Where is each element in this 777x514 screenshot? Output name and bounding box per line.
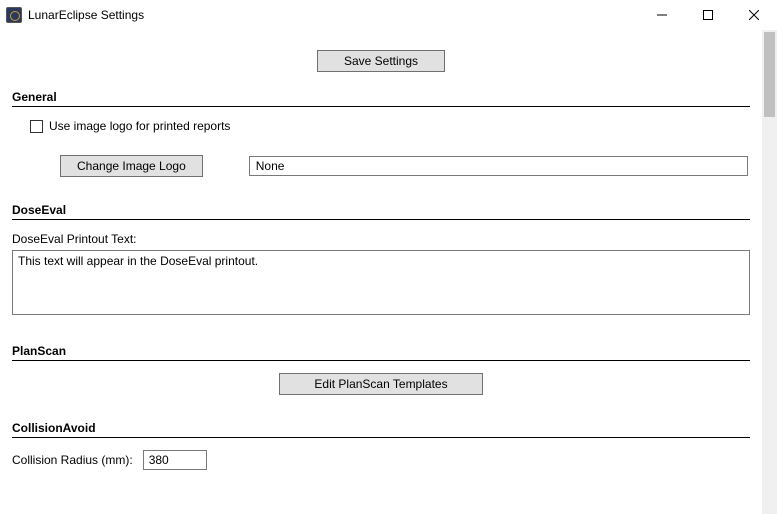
logo-row: Change Image Logo None (60, 155, 750, 177)
section-title-doseeval: DoseEval (12, 203, 750, 220)
use-logo-checkbox[interactable] (30, 120, 43, 133)
vertical-scrollbar[interactable] (762, 30, 777, 514)
edit-planscan-button[interactable]: Edit PlanScan Templates (279, 373, 482, 395)
section-title-collisionavoid: CollisionAvoid (12, 421, 750, 438)
section-planscan: PlanScan Edit PlanScan Templates (12, 344, 750, 395)
minimize-button[interactable] (639, 0, 685, 30)
window-title: LunarEclipse Settings (28, 8, 144, 22)
collision-radius-label: Collision Radius (mm): (12, 453, 133, 467)
section-title-general: General (12, 90, 750, 107)
section-title-planscan: PlanScan (12, 344, 750, 361)
printout-textarea[interactable]: This text will appear in the DoseEval pr… (12, 250, 750, 315)
use-logo-row: Use image logo for printed reports (30, 119, 750, 133)
logo-path-field: None (249, 156, 748, 176)
save-settings-button[interactable]: Save Settings (317, 50, 445, 72)
scrollbar-thumb[interactable] (764, 32, 775, 117)
use-logo-label: Use image logo for printed reports (49, 119, 230, 133)
top-button-row: Save Settings (12, 50, 750, 72)
planscan-button-row: Edit PlanScan Templates (12, 373, 750, 395)
content-area: Save Settings General Use image logo for… (0, 30, 762, 514)
change-logo-button[interactable]: Change Image Logo (60, 155, 203, 177)
collision-radius-row: Collision Radius (mm): (12, 450, 750, 470)
collision-radius-input[interactable] (143, 450, 207, 470)
maximize-button[interactable] (685, 0, 731, 30)
printout-label: DoseEval Printout Text: (12, 232, 750, 246)
section-general: General Use image logo for printed repor… (12, 90, 750, 177)
section-doseeval: DoseEval DoseEval Printout Text: This te… (12, 203, 750, 318)
app-icon (6, 7, 22, 23)
section-collisionavoid: CollisionAvoid Collision Radius (mm): (12, 421, 750, 470)
titlebar: LunarEclipse Settings (0, 0, 777, 30)
close-button[interactable] (731, 0, 777, 30)
window-controls (639, 0, 777, 30)
